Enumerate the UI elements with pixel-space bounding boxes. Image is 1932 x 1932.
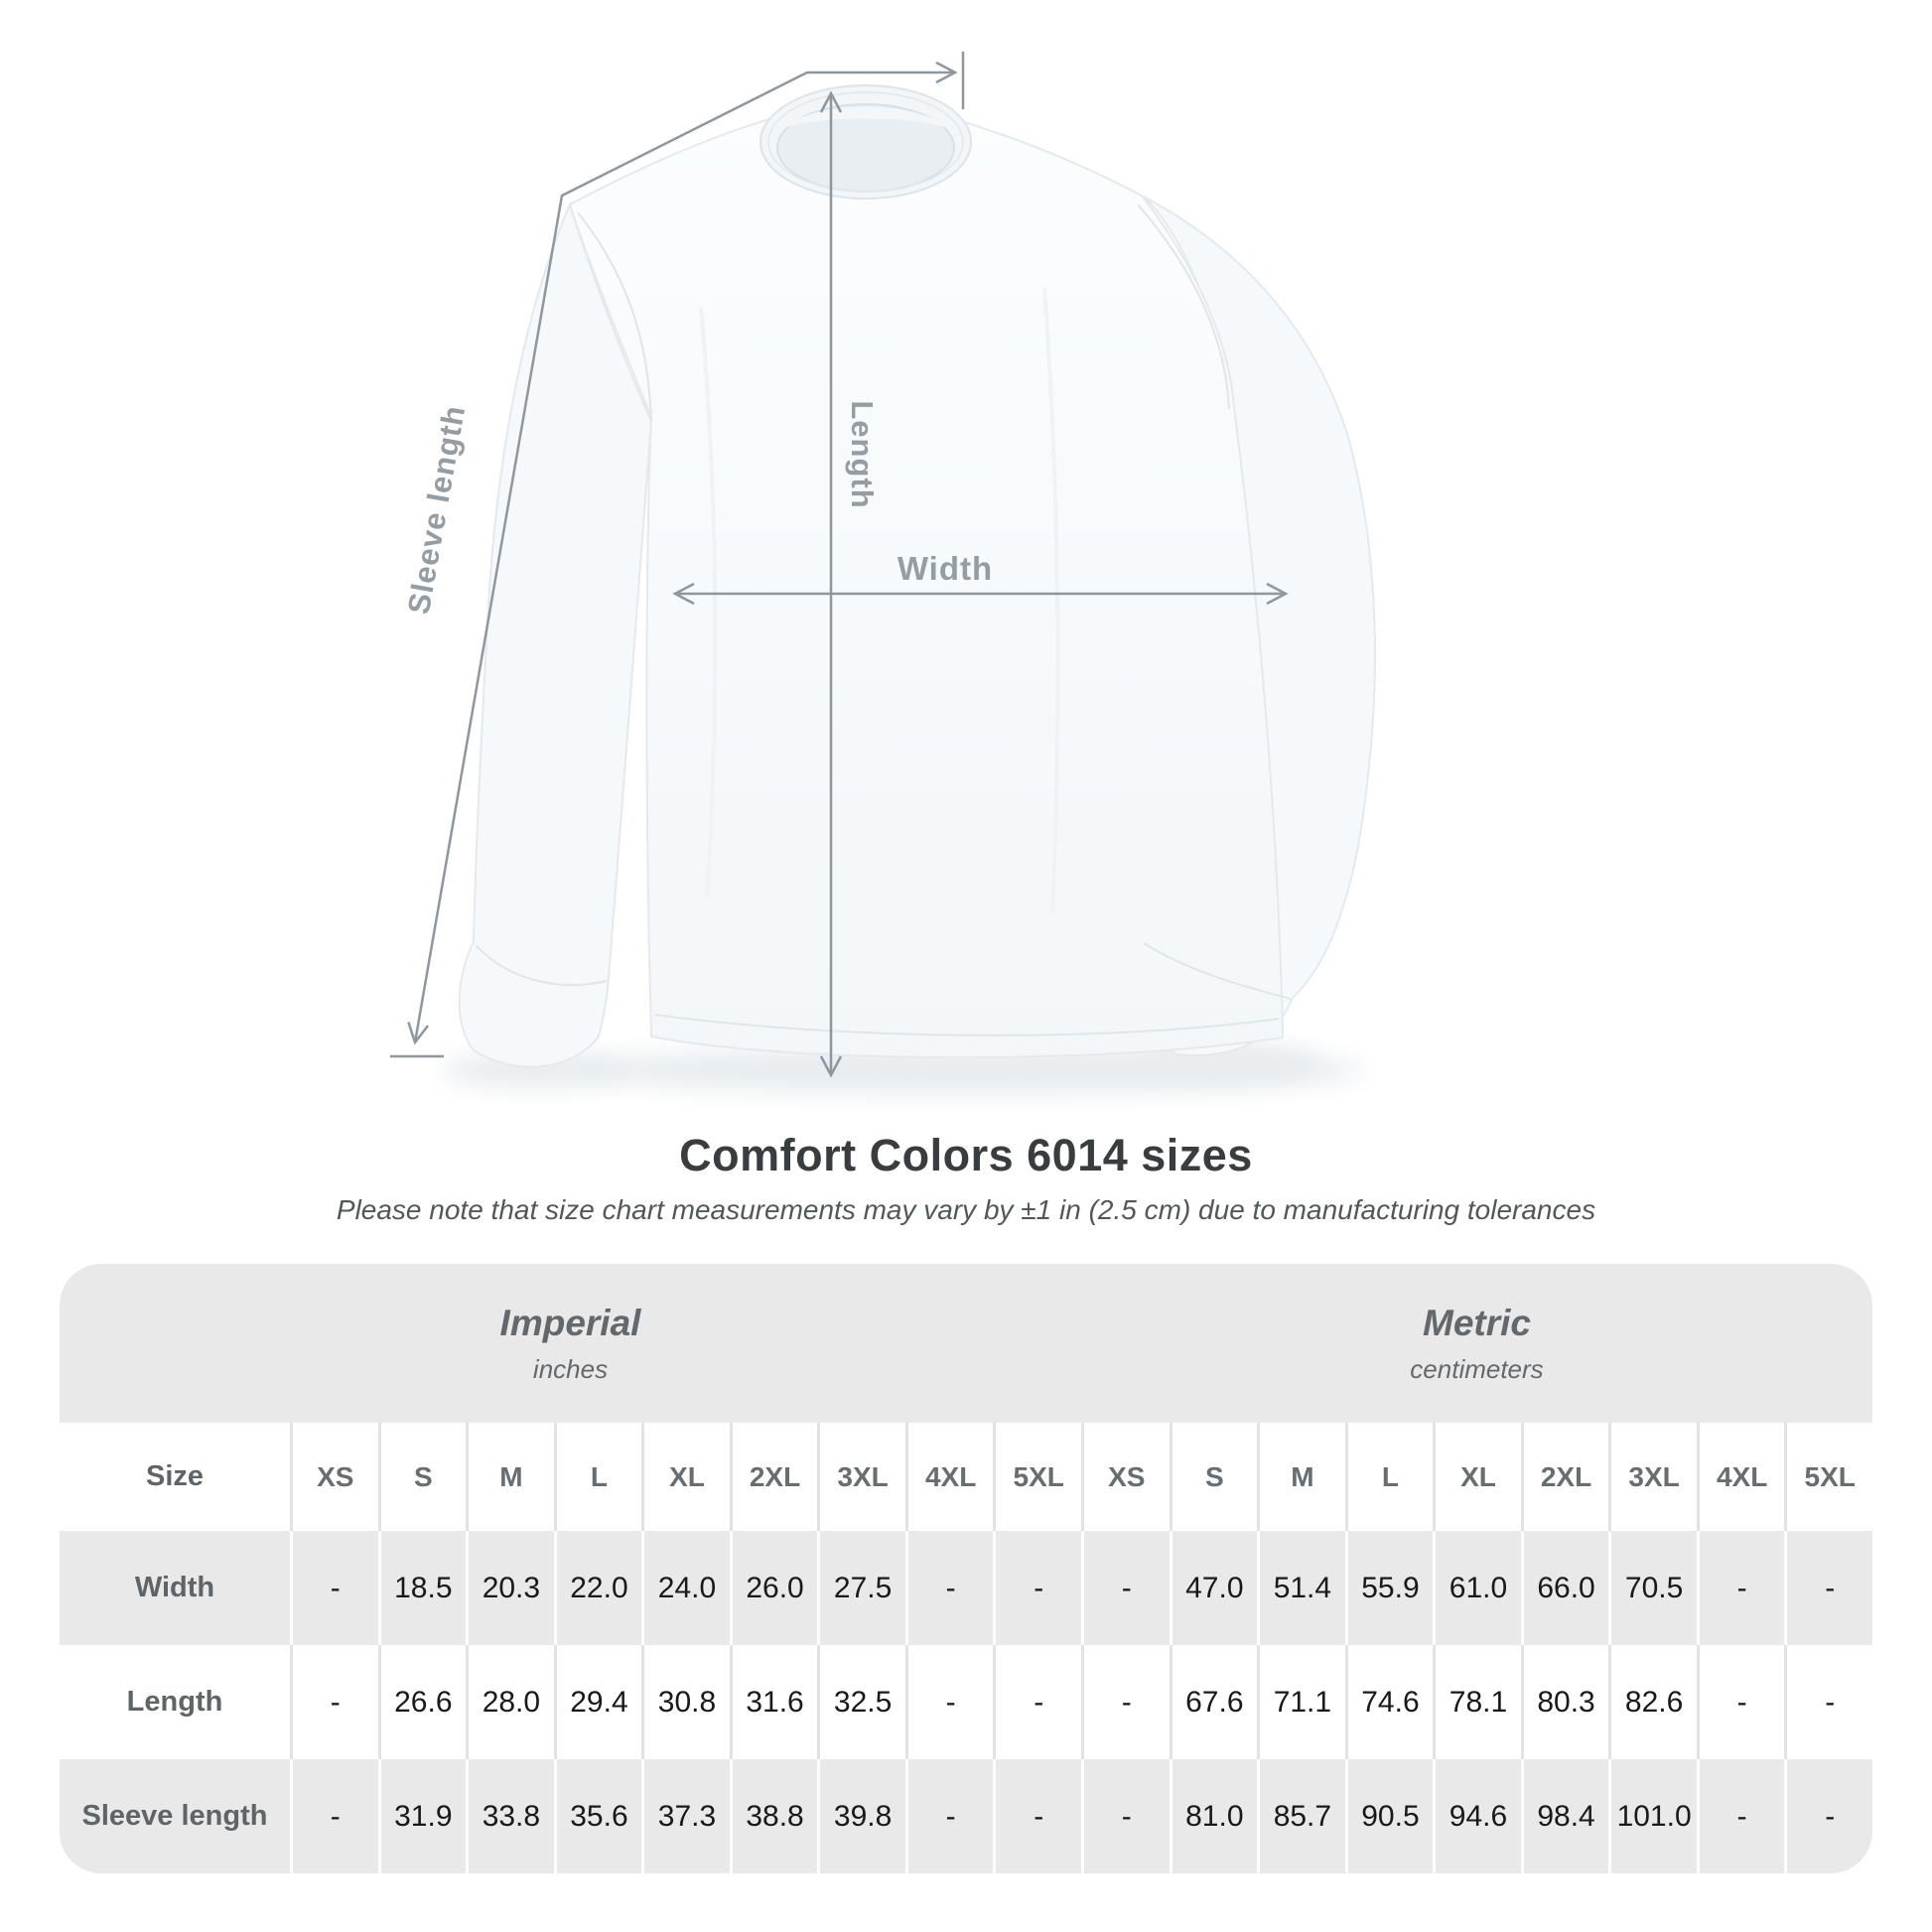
shirt-shadow — [442, 1044, 1365, 1094]
width-imperial-xs: - — [290, 1531, 378, 1645]
header-metric-3xl: 3XL — [1608, 1423, 1697, 1531]
sleeve-metric-s: 81.0 — [1169, 1759, 1258, 1873]
sleeve-imperial-2xl: 38.8 — [729, 1759, 818, 1873]
size-table: Imperial inches Metric centimeters Size … — [60, 1264, 1872, 1873]
width-metric-3xl: 70.5 — [1608, 1531, 1697, 1645]
sleeve-imperial-4xl: - — [904, 1759, 994, 1873]
width-metric-s: 47.0 — [1169, 1531, 1258, 1645]
page-title: Comfort Colors 6014 sizes — [679, 1130, 1253, 1180]
length-imperial-s: 26.6 — [377, 1645, 467, 1759]
sleeve-metric-xl: 94.6 — [1433, 1759, 1521, 1873]
header-metric-xs: XS — [1081, 1423, 1170, 1531]
header-metric-s: S — [1169, 1423, 1258, 1531]
width-label: Width — [897, 550, 993, 587]
length-metric-5xl: - — [1784, 1645, 1872, 1759]
sleeve-length-line — [407, 61, 958, 1045]
width-imperial-2xl: 26.0 — [729, 1531, 818, 1645]
sleeve-length-label: Sleeve length — [401, 402, 472, 617]
imperial-label: Imperial — [499, 1302, 641, 1343]
length-metric-3xl: 82.6 — [1608, 1645, 1697, 1759]
length-imperial-3xl: 32.5 — [817, 1645, 905, 1759]
tolerance-note: Please note that size chart measurements… — [336, 1194, 1596, 1225]
sleeve-metric-5xl: - — [1784, 1759, 1872, 1873]
width-metric-xl: 61.0 — [1433, 1531, 1521, 1645]
sleeve-imperial-3xl: 39.8 — [817, 1759, 905, 1873]
metric-unit: centimeters — [1410, 1353, 1544, 1384]
sleeve-imperial-5xl: - — [993, 1759, 1081, 1873]
sleeve-imperial-xl: 37.3 — [641, 1759, 730, 1873]
width-imperial-xl: 24.0 — [641, 1531, 730, 1645]
row-label-length: Length — [60, 1645, 290, 1759]
header-imperial-5xl: 5XL — [993, 1423, 1081, 1531]
sleeve-metric-m: 85.7 — [1257, 1759, 1345, 1873]
header-imperial-2xl: 2XL — [729, 1423, 818, 1531]
header-imperial-m: M — [466, 1423, 554, 1531]
sleeve-imperial-xs: - — [290, 1759, 378, 1873]
length-imperial-2xl: 31.6 — [729, 1645, 818, 1759]
size-column-header: Size — [60, 1423, 290, 1531]
sleeve-metric-3xl: 101.0 — [1608, 1759, 1697, 1873]
sleeve-imperial-l: 35.6 — [553, 1759, 642, 1873]
header-metric-xl: XL — [1433, 1423, 1521, 1531]
width-metric-4xl: - — [1696, 1531, 1785, 1645]
width-imperial-5xl: - — [993, 1531, 1081, 1645]
length-metric-2xl: 80.3 — [1520, 1645, 1609, 1759]
length-metric-xl: 78.1 — [1433, 1645, 1521, 1759]
width-metric-m: 51.4 — [1257, 1531, 1345, 1645]
length-imperial-5xl: - — [993, 1645, 1081, 1759]
length-metric-s: 67.6 — [1169, 1645, 1258, 1759]
width-imperial-l: 22.0 — [553, 1531, 642, 1645]
header-imperial-xs: XS — [290, 1423, 378, 1531]
shirt-collar — [759, 84, 972, 200]
length-imperial-m: 28.0 — [466, 1645, 554, 1759]
header-imperial-4xl: 4XL — [904, 1423, 994, 1531]
length-metric-xs: - — [1081, 1645, 1170, 1759]
width-imperial-3xl: 27.5 — [817, 1531, 905, 1645]
imperial-unit: inches — [532, 1353, 609, 1384]
length-imperial-l: 29.4 — [553, 1645, 642, 1759]
length-imperial-xl: 30.8 — [641, 1645, 730, 1759]
sleeve-imperial-s: 31.9 — [377, 1759, 467, 1873]
width-imperial-s: 18.5 — [377, 1531, 467, 1645]
length-metric-4xl: - — [1696, 1645, 1785, 1759]
header-metric-5xl: 5XL — [1784, 1423, 1872, 1531]
width-metric-2xl: 66.0 — [1520, 1531, 1609, 1645]
width-metric-5xl: - — [1784, 1531, 1872, 1645]
sleeve-metric-l: 90.5 — [1344, 1759, 1434, 1873]
header-imperial-l: L — [553, 1423, 642, 1531]
header-metric-l: L — [1344, 1423, 1434, 1531]
length-imperial-4xl: - — [904, 1645, 994, 1759]
row-label-sleeve-length: Sleeve length — [60, 1759, 290, 1873]
header-imperial-xl: XL — [641, 1423, 730, 1531]
width-metric-xs: - — [1081, 1531, 1170, 1645]
header-metric-2xl: 2XL — [1520, 1423, 1609, 1531]
width-imperial-m: 20.3 — [466, 1531, 554, 1645]
shirt-measurement-diagram: Sleeve length Length Width — [390, 52, 1377, 1094]
sleeve-metric-xs: - — [1081, 1759, 1170, 1873]
row-label-width: Width — [60, 1531, 290, 1645]
sleeve-imperial-m: 33.8 — [466, 1759, 554, 1873]
header-metric-4xl: 4XL — [1696, 1423, 1785, 1531]
length-metric-l: 74.6 — [1344, 1645, 1434, 1759]
group-header-metric: Metric centimeters — [1081, 1264, 1872, 1423]
width-metric-l: 55.9 — [1344, 1531, 1434, 1645]
sleeve-metric-2xl: 98.4 — [1520, 1759, 1609, 1873]
width-imperial-4xl: - — [904, 1531, 994, 1645]
sleeve-metric-4xl: - — [1696, 1759, 1785, 1873]
header-imperial-s: S — [377, 1423, 467, 1531]
header-imperial-3xl: 3XL — [817, 1423, 905, 1531]
length-metric-m: 71.1 — [1257, 1645, 1345, 1759]
header-metric-m: M — [1257, 1423, 1345, 1531]
group-header-imperial: Imperial inches — [60, 1264, 1081, 1423]
metric-label: Metric — [1423, 1302, 1531, 1343]
length-label: Length — [845, 400, 880, 508]
length-imperial-xs: - — [290, 1645, 378, 1759]
